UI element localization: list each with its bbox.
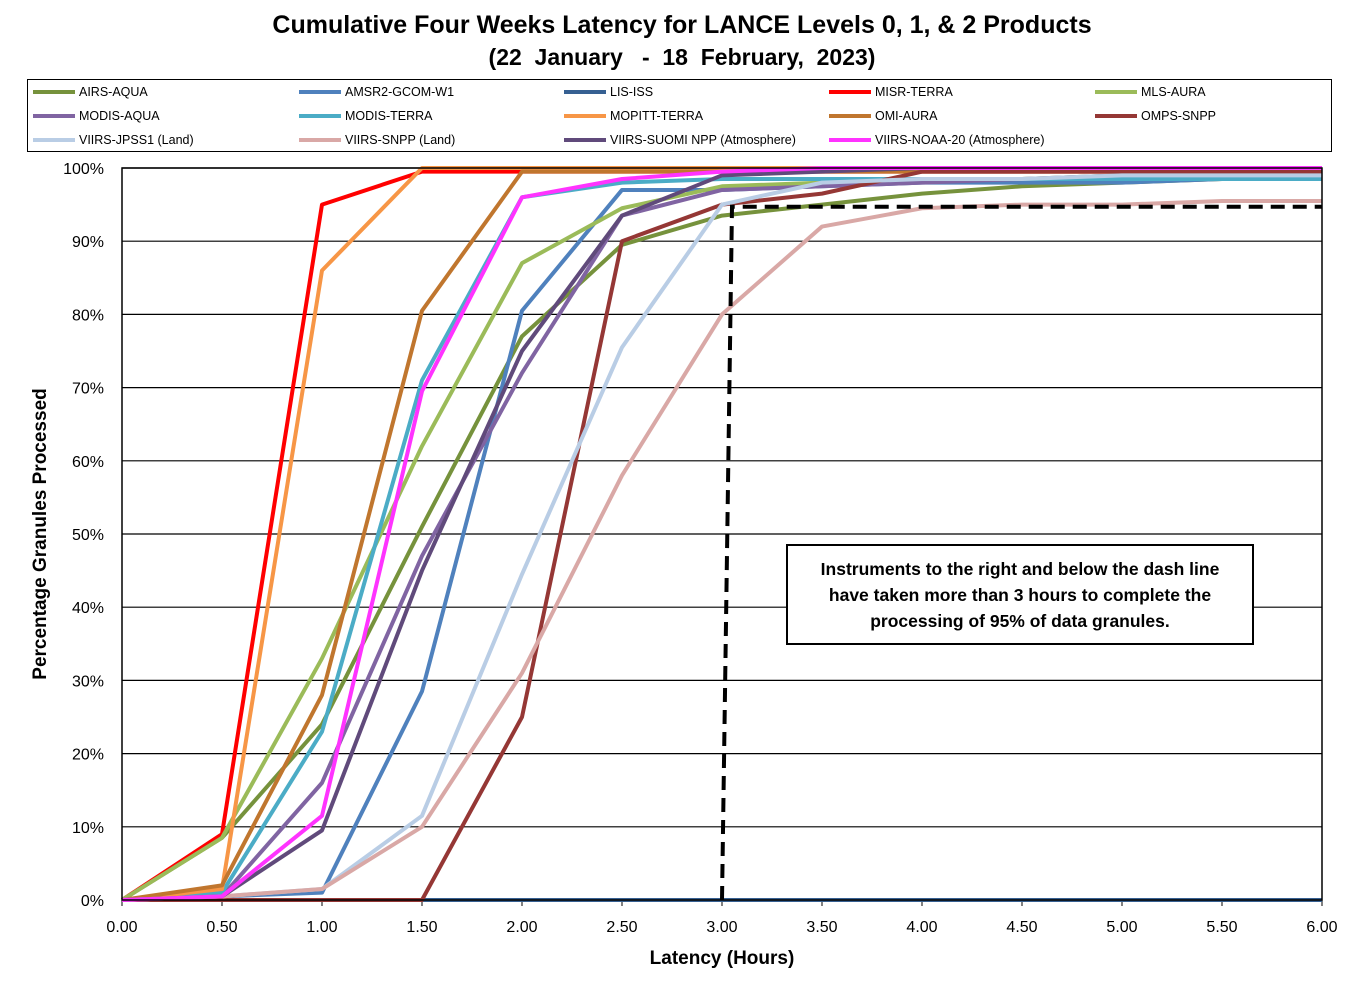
legend-swatch bbox=[299, 114, 341, 118]
x-tick-label: 2.00 bbox=[506, 919, 537, 936]
legend-item: VIIRS-SNPP (Land) bbox=[299, 130, 455, 150]
legend-item: VIIRS-NOAA-20 (Atmosphere) bbox=[829, 130, 1045, 150]
y-axis-title: Percentage Granules Processed bbox=[30, 388, 51, 679]
legend-item: LIS-ISS bbox=[564, 82, 653, 102]
series-line-airs-aqua bbox=[120, 176, 1322, 902]
plot-frame bbox=[121, 167, 1323, 901]
x-tick-label: 4.00 bbox=[906, 919, 937, 936]
legend-label: VIIRS-NOAA-20 (Atmosphere) bbox=[875, 133, 1045, 147]
y-tick-label: 90% bbox=[72, 234, 104, 251]
series-line-omps-snpp bbox=[122, 169, 1322, 902]
y-tick-label: 20% bbox=[72, 747, 104, 764]
legend-swatch bbox=[1095, 114, 1137, 118]
legend-label: MODIS-TERRA bbox=[345, 109, 433, 123]
legend-label: MODIS-AQUA bbox=[79, 109, 160, 123]
y-tick-label: 0% bbox=[81, 893, 104, 910]
y-tick-label: 60% bbox=[72, 454, 104, 471]
legend-item: OMI-AURA bbox=[829, 106, 938, 126]
legend-swatch bbox=[564, 114, 606, 118]
chart-legend: AIRS-AQUA AMSR2-GCOM-W1 LIS-ISS MISR-TERRA M… bbox=[27, 79, 1332, 152]
legend-item: MOPITT-TERRA bbox=[564, 106, 703, 126]
legend-swatch bbox=[299, 90, 341, 94]
legend-item: MISR-TERRA bbox=[829, 82, 953, 102]
legend-swatch bbox=[829, 138, 871, 142]
legend-swatch bbox=[564, 90, 606, 94]
x-tick-label: 3.00 bbox=[706, 919, 737, 936]
legend-item: MODIS-TERRA bbox=[299, 106, 433, 126]
series-line-modis-aqua bbox=[121, 173, 1322, 902]
x-tick-label: 5.50 bbox=[1206, 919, 1237, 936]
y-tick-label: 70% bbox=[72, 381, 104, 398]
y-tick-label: 100% bbox=[63, 161, 104, 178]
x-tick-label: 1.50 bbox=[406, 919, 437, 936]
legend-label: OMI-AURA bbox=[875, 109, 938, 123]
threshold-dash bbox=[720, 204, 1322, 901]
x-tick-label: 3.50 bbox=[806, 919, 837, 936]
x-tick-label: 6.00 bbox=[1306, 919, 1337, 936]
x-tick-label: 4.50 bbox=[1006, 919, 1037, 936]
legend-label: VIIRS-SUOMI NPP (Atmosphere) bbox=[610, 133, 796, 147]
annotation-box: Instruments to the right and below the d… bbox=[786, 544, 1254, 645]
y-tick-label: 30% bbox=[72, 673, 104, 690]
legend-label: LIS-ISS bbox=[610, 85, 654, 99]
legend-label: VIIRS-SNPP (Land) bbox=[345, 133, 456, 147]
legend-swatch bbox=[564, 138, 606, 142]
legend-item: VIIRS-JPSS1 (Land) bbox=[33, 130, 194, 150]
y-tick-label: 80% bbox=[72, 307, 104, 324]
legend-label: MOPITT-TERRA bbox=[610, 109, 704, 123]
y-tick-label: 10% bbox=[72, 820, 104, 837]
series-line-viirs-snpp-land- bbox=[121, 198, 1322, 902]
x-tick-label: 2.50 bbox=[606, 919, 637, 936]
legend-item: VIIRS-SUOMI NPP (Atmosphere) bbox=[564, 130, 796, 150]
legend-label: OMPS-SNPP bbox=[1141, 109, 1217, 123]
legend-swatch bbox=[1095, 90, 1137, 94]
legend-item: MODIS-AQUA bbox=[33, 106, 160, 126]
legend-swatch bbox=[33, 138, 75, 142]
x-tick-label: 5.00 bbox=[1106, 919, 1137, 936]
y-tick-label: 50% bbox=[72, 527, 104, 544]
legend-label: AMSR2-GCOM-W1 bbox=[345, 85, 455, 99]
legend-swatch bbox=[829, 114, 871, 118]
legend-swatch bbox=[829, 90, 871, 94]
legend-swatch bbox=[33, 114, 75, 118]
legend-item: AIRS-AQUA bbox=[33, 82, 148, 102]
legend-label: MISR-TERRA bbox=[875, 85, 953, 99]
chart-title: Cumulative Four Weeks Latency for LANCE … bbox=[272, 11, 1092, 39]
series-line-amsr2-gcom-w1 bbox=[121, 176, 1322, 902]
legend-item: AMSR2-GCOM-W1 bbox=[299, 82, 454, 102]
legend-label: VIIRS-JPSS1 (Land) bbox=[79, 133, 194, 147]
x-tick-label: 0.00 bbox=[106, 919, 137, 936]
tick-labels: 0% 10% 20% 30% 40% 50% 60% 70% 80% 90% 100% 0.00 0.5… bbox=[63, 161, 1338, 936]
legend-label: MLS-AURA bbox=[1141, 85, 1206, 99]
chart-subtitle: (22 January - 18 February, 2023) bbox=[488, 44, 876, 70]
x-axis-title: Latency (Hours) bbox=[650, 948, 795, 969]
x-tick-label: 1.00 bbox=[306, 919, 337, 936]
legend-item: OMPS-SNPP bbox=[1095, 106, 1216, 126]
threshold-dash-line bbox=[720, 204, 1322, 901]
series-line-modis-terra bbox=[121, 176, 1322, 902]
gridlines bbox=[122, 167, 1322, 901]
legend-item: MLS-AURA bbox=[1095, 82, 1206, 102]
plot-border bbox=[121, 167, 1323, 901]
legend-label: AIRS-AQUA bbox=[79, 85, 148, 99]
series-line-viirs-jpss1-land- bbox=[121, 173, 1322, 902]
series-line-misr-terra bbox=[120, 169, 1322, 902]
legend-swatch bbox=[299, 138, 341, 142]
y-tick-label: 40% bbox=[72, 600, 104, 617]
series-line-omi-aura bbox=[121, 169, 1322, 902]
x-tick-label: 0.50 bbox=[206, 919, 237, 936]
legend-swatch bbox=[33, 90, 75, 94]
series-line-mls-aura bbox=[120, 173, 1322, 902]
